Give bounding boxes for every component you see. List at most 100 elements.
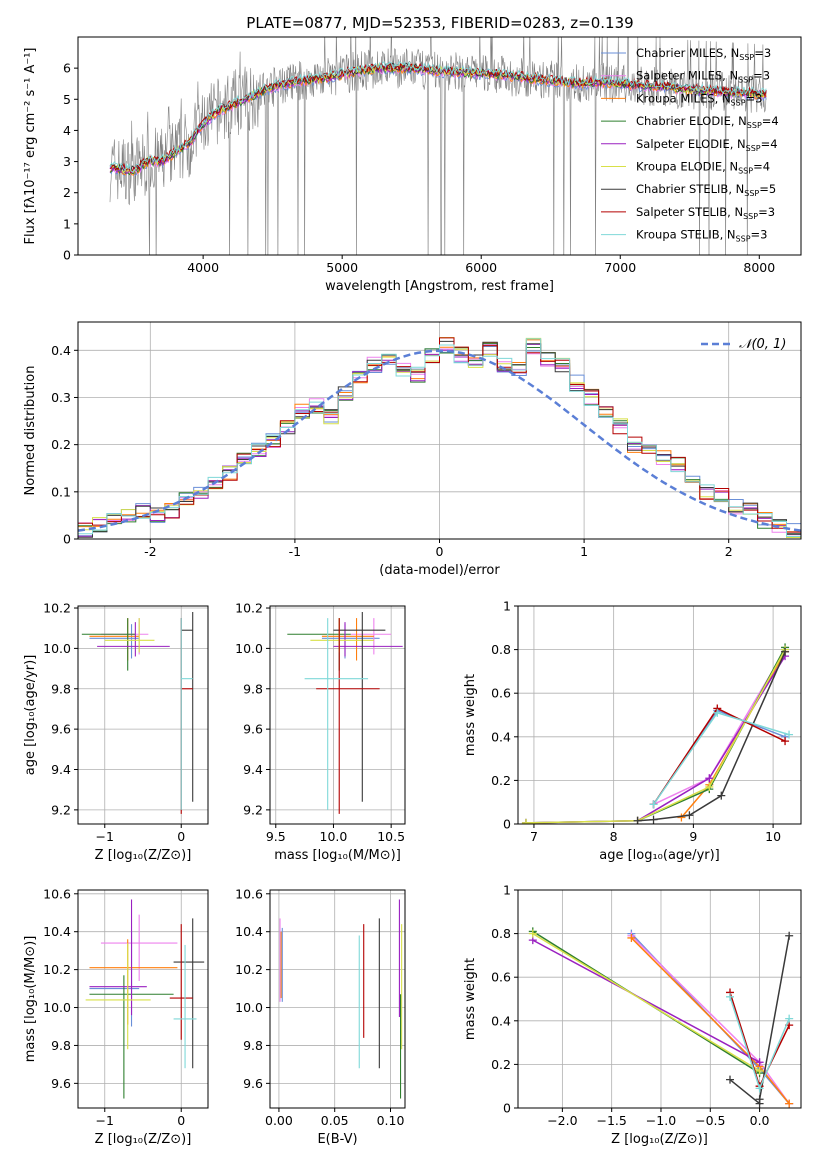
- x-tick-label: 1: [580, 544, 588, 559]
- plot-area-weight_vs_age: [518, 606, 801, 824]
- y-tick-label: 0.8: [491, 926, 511, 941]
- model-line-kroupa_stelib: [109, 61, 767, 173]
- y-tick-label: 4: [63, 123, 71, 138]
- legend-label: Salpeter MILES, NSSP=3: [636, 69, 770, 85]
- x-tick-label: 0.05: [321, 1113, 349, 1128]
- axes-frame: [77, 889, 209, 1109]
- x-tick-label: 0.0: [750, 1113, 770, 1128]
- y-tick-label: 0.6: [491, 970, 511, 985]
- y-tick-label: 0.3: [51, 390, 71, 405]
- axes-frame: [77, 321, 802, 540]
- model-line-salpeter_stelib: [109, 62, 767, 173]
- x-tick-label: 0.10: [377, 1113, 405, 1128]
- legend-label: Salpeter ELODIE, NSSP=4: [636, 137, 778, 153]
- x-tick-label: −1.0: [646, 1113, 676, 1128]
- x-tick-label: -2: [144, 544, 156, 559]
- plot-area-spectrum: [109, 37, 767, 255]
- legend-sub: SSP: [743, 212, 758, 221]
- normal-curve: [78, 349, 801, 532]
- legend-value: =3: [753, 69, 770, 83]
- plot-area-residuals: [78, 322, 801, 539]
- x-axis-label: mass [log₁₀(M/M⊙)]: [274, 848, 401, 863]
- panel-mass_vs_Z: −1 0 9.6 9.8 10.0 10.2 10.4 10.6 Z [log₁₀(Z/Z⊙)]…: [23, 886, 209, 1147]
- x-axis-label: Z [log₁₀(Z/Z⊙)]: [95, 848, 192, 863]
- series-line-chabrier_miles: [652, 709, 786, 805]
- x-tick-label: −1: [96, 1113, 114, 1128]
- panel-residuals: -2 -1 0 1 2 0 0.1 0.2 0.3 0.4 (data-model)/error No…: [23, 321, 802, 578]
- y-tick-label: 10.2: [43, 962, 71, 977]
- legend-value: =5: [759, 182, 776, 196]
- y-tick-label: 0.6: [491, 686, 511, 701]
- y-axis-label: mass weight: [463, 674, 478, 756]
- y-tick-label: 0.1: [51, 484, 71, 499]
- y-tick-label: 9.2: [243, 802, 263, 817]
- x-axis-label: Z [log₁₀(Z/Z⊙)]: [95, 1132, 192, 1147]
- panel-weight_vs_Z: −2.0 −1.5 −1.0 −0.5 0.0 0 0.2 0.4 0.6 0.8 1 Z [log₁…: [463, 883, 802, 1147]
- x-tick-label: 0.00: [265, 1113, 293, 1128]
- y-tick-label: 0: [503, 1101, 511, 1116]
- y-tick-label: 1: [63, 216, 71, 231]
- marker-kroupa_stelib: [726, 992, 735, 1001]
- y-tick-label: 10.0: [235, 1000, 263, 1015]
- y-tick-label: 0.2: [491, 773, 511, 788]
- y-tick-label: 10.0: [43, 1000, 71, 1015]
- x-tick-label: 10.0: [320, 829, 348, 844]
- marker-kroupa_elodie: [755, 1066, 764, 1075]
- plot-area-mass_vs_ebv: [270, 890, 405, 1108]
- marker-kroupa_stelib: [713, 708, 722, 717]
- legend-sub: SSP: [747, 121, 762, 130]
- y-axis-label: Normed distribution: [23, 366, 38, 496]
- x-tick-label: 7: [530, 829, 538, 844]
- plot-area-age_vs_Z: [78, 606, 208, 824]
- axes-frame: [77, 36, 802, 256]
- x-axis-label: age [log₁₀(age/yr)]: [599, 848, 720, 863]
- marker-salpeter_elodie: [705, 774, 714, 783]
- marker-kroupa_stelib: [785, 1014, 794, 1023]
- x-tick-label: 0: [436, 544, 444, 559]
- x-tick-label: −0.5: [695, 1113, 725, 1128]
- panel-mass_vs_ebv: 0.00 0.05 0.10 9.6 9.8 10.0 10.2 10.4 10.6 E(B-V): [235, 886, 406, 1147]
- y-tick-label: 0.4: [491, 729, 511, 744]
- legend-label: Chabrier ELODIE, NSSP=4: [636, 114, 779, 130]
- x-tick-label: 7000: [604, 260, 636, 275]
- x-tick-label: 10.5: [377, 829, 405, 844]
- marker-chabrier_stelib: [717, 791, 726, 800]
- legend-sub: SSP: [738, 76, 753, 85]
- y-tick-label: 1: [503, 599, 511, 614]
- marker-kroupa_elodie: [528, 929, 537, 938]
- marker-chabrier_stelib: [755, 1095, 764, 1104]
- series-line-chabrier_elodie: [525, 647, 786, 824]
- y-axis-label: Flux [fλ10⁻¹⁷ erg cm⁻² s⁻¹ A⁻¹]: [23, 48, 38, 245]
- legend-label: 𝒩(0, 1): [739, 337, 786, 352]
- marker-kroupa_stelib: [785, 730, 794, 739]
- y-tick-label: 9.6: [243, 722, 263, 737]
- x-tick-label: −1.5: [596, 1113, 626, 1128]
- marker-kroupa_miles: [627, 933, 636, 942]
- legend-value: =3: [754, 46, 771, 60]
- y-tick-label: 0.2: [491, 1057, 511, 1072]
- legend-label: Salpeter STELIB, NSSP=3: [636, 205, 775, 221]
- y-tick-label: 10.2: [43, 601, 71, 616]
- y-tick-label: 10.6: [43, 886, 71, 901]
- axes-frame: [517, 605, 802, 825]
- marker-chabrier_stelib: [633, 816, 642, 824]
- series-line-kroupa_elodie: [532, 932, 760, 1072]
- marker-kroupa_miles: [677, 813, 686, 822]
- x-tick-label: -1: [289, 544, 301, 559]
- plot-area-age_vs_mass: [270, 606, 405, 824]
- legend-value: =3: [751, 228, 768, 242]
- legend-sub: SSP: [738, 167, 753, 176]
- y-tick-label: 1: [503, 883, 511, 898]
- x-tick-label: −2.0: [547, 1113, 577, 1128]
- marker-kroupa_stelib: [755, 1084, 764, 1093]
- marker-chabrier_stelib: [726, 1075, 735, 1084]
- y-tick-label: 0.2: [51, 437, 71, 452]
- marker-chabrier_stelib: [685, 811, 694, 820]
- plot-area-weight_vs_Z: [518, 890, 801, 1108]
- x-tick-label: 4000: [187, 260, 219, 275]
- x-tick-label: 2: [725, 544, 733, 559]
- y-tick-label: 9.2: [51, 802, 71, 817]
- legend-label: Chabrier MILES, NSSP=3: [636, 46, 771, 62]
